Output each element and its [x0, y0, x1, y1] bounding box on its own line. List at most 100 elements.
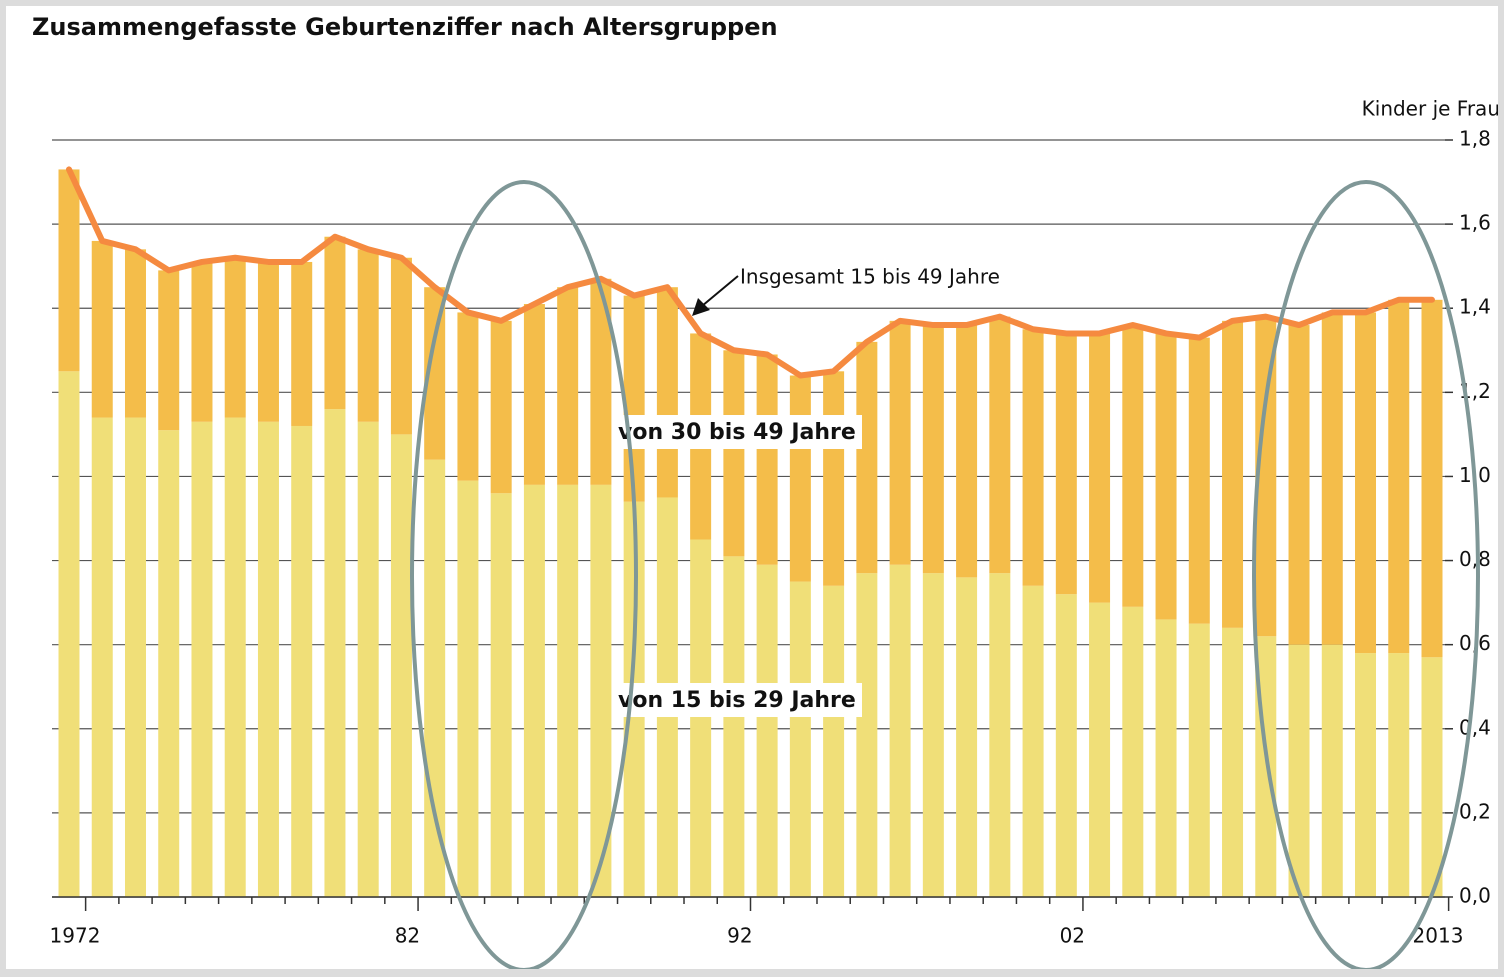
bar-segment	[1255, 316, 1277, 637]
bar-segment	[291, 261, 313, 426]
bar-segment	[124, 249, 146, 418]
bar-segment	[1288, 644, 1310, 897]
bar-segment	[58, 371, 80, 897]
highlight-ellipse	[1252, 180, 1480, 969]
y-axis-label: Kinder je Frau	[1362, 97, 1498, 121]
bar-segment	[1188, 623, 1210, 897]
bar-segment	[390, 434, 412, 897]
bar-segment	[1222, 627, 1244, 897]
bar-segment	[1122, 325, 1144, 607]
bar-segment	[557, 287, 579, 485]
bar-segment	[956, 577, 978, 897]
bar-segment	[557, 484, 579, 897]
bar-segment	[1355, 312, 1377, 654]
bar-segment	[257, 421, 279, 897]
grid	[52, 139, 1445, 898]
bar-segment	[1321, 644, 1343, 897]
bar-segment	[58, 169, 80, 372]
bar-segment	[1022, 585, 1044, 897]
annotations: von 30 bis 49 Jahre von 15 bis 29 Jahre …	[616, 265, 1000, 717]
x-tick-label: 92	[727, 924, 752, 948]
bar-segment	[523, 304, 545, 485]
bar-segment	[91, 240, 113, 418]
bar-segment	[1421, 657, 1443, 897]
bar-segment	[324, 409, 346, 897]
bar-segment	[922, 573, 944, 897]
bar-segment	[756, 564, 778, 897]
bar-segment	[723, 350, 745, 557]
label-background	[616, 415, 862, 449]
bar-segment	[856, 573, 878, 897]
bar-segment	[490, 320, 512, 494]
bar-segment	[989, 573, 1011, 897]
bar-segment	[224, 257, 246, 418]
highlight-ellipse	[410, 180, 638, 969]
bar-segment	[1089, 602, 1111, 897]
bar-segment	[357, 249, 379, 422]
bar-segment	[1388, 653, 1410, 897]
bar-segment	[656, 287, 678, 498]
bar-segment	[158, 270, 180, 431]
arrow-line	[701, 275, 739, 307]
frame: Zusammengefasste Geburtenziffer nach Alt…	[6, 6, 1498, 969]
chart: Zusammengefasste Geburtenziffer nach Alt…	[32, 13, 1498, 969]
bar-segment	[490, 493, 512, 897]
bar-segment	[191, 421, 213, 897]
label-background	[616, 683, 862, 717]
bar-segment	[124, 417, 146, 897]
y-tick-label: 1,4	[1459, 295, 1491, 319]
bar-segment	[1321, 312, 1343, 645]
bar-segment	[922, 325, 944, 574]
bar-segment	[291, 425, 313, 897]
bar-segment	[823, 371, 845, 586]
bar-segment	[1155, 619, 1177, 897]
bar-segment	[1188, 337, 1210, 624]
bar-segment	[91, 417, 113, 897]
arrow-head	[692, 298, 710, 316]
bar-segment	[956, 325, 978, 578]
chart-title: Zusammengefasste Geburtenziffer nach Alt…	[32, 13, 778, 41]
bar-segment	[1055, 333, 1077, 595]
x-tick-label: 02	[1060, 924, 1085, 948]
bar-segment	[158, 430, 180, 897]
bar-segment	[1288, 325, 1310, 645]
bar-segment	[590, 484, 612, 897]
y-tick-label: 1,6	[1459, 211, 1491, 235]
bar-segment	[1089, 333, 1111, 603]
bar-segment	[1022, 329, 1044, 586]
bar-segment	[1055, 594, 1077, 897]
y-tick-label: 0,8	[1459, 547, 1491, 571]
bar-segment	[590, 278, 612, 485]
bar-segment	[457, 480, 479, 897]
line	[66, 166, 1435, 379]
y-tick-label: 0,2	[1459, 799, 1491, 823]
bar-segment	[823, 585, 845, 897]
lines	[66, 166, 1435, 379]
bar-segment	[457, 312, 479, 481]
bar-segment	[1421, 299, 1443, 658]
bar-segment	[191, 261, 213, 422]
bar-segment	[357, 421, 379, 897]
bar-segment	[756, 354, 778, 565]
x-tick-label: 2013	[1413, 924, 1464, 948]
series-label: von 30 bis 49 Jahre	[618, 420, 856, 445]
bar-segment	[257, 261, 279, 422]
bar-segment	[723, 556, 745, 897]
bar-segment	[1155, 333, 1177, 620]
series-label: Insgesamt 15 bis 49 Jahre	[740, 265, 1000, 289]
bar-segment	[523, 484, 545, 897]
x-tick-label: 82	[395, 924, 420, 948]
bar-segment	[224, 417, 246, 897]
bar-segment	[1122, 606, 1144, 897]
y-tick-label: 0,4	[1459, 715, 1491, 739]
bar-segment	[424, 287, 446, 460]
y-tick-label: 1,8	[1459, 127, 1491, 151]
highlights	[410, 180, 1480, 969]
bar-segment	[623, 295, 645, 502]
bar-segment	[690, 539, 712, 897]
bar-segment	[889, 320, 911, 565]
bar-segment	[324, 236, 346, 410]
bar-segment	[390, 257, 412, 435]
bar-segment	[424, 459, 446, 897]
